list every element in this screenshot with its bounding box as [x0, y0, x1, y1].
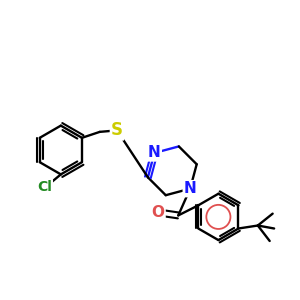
- Text: O: O: [152, 205, 165, 220]
- Text: N: N: [148, 146, 161, 160]
- Text: S: S: [111, 122, 123, 140]
- Text: N: N: [184, 181, 197, 196]
- Text: Cl: Cl: [37, 180, 52, 194]
